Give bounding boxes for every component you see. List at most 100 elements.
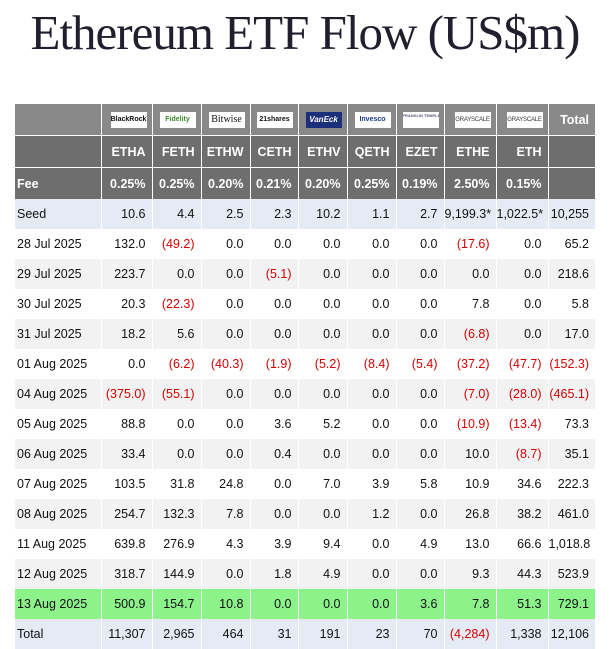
row-label: 13 Aug 2025	[15, 589, 102, 619]
table-row: 31 Jul 2025 18.2 5.6 0.0 0.0 0.0 0.0 0.0 (6.8) 0.…	[15, 319, 595, 349]
flow-cell: (55.1)	[152, 379, 202, 409]
flow-cell: (37.2)	[444, 349, 497, 379]
flow-cell: 7.0	[298, 469, 348, 499]
flow-cell: 0.0	[347, 319, 397, 349]
issuer-logo-cell: Fidelity	[152, 104, 202, 136]
flow-cell: 70	[396, 619, 445, 649]
flow-cell: 5.8	[396, 469, 445, 499]
flow-cell: (13.4)	[496, 409, 549, 439]
flow-cell: (5.1)	[250, 259, 299, 289]
flow-cell: 0.0	[298, 229, 348, 259]
flow-cell: (8.4)	[347, 349, 397, 379]
flow-cell: 223.7	[101, 259, 153, 289]
fee-cell: 0.25%	[347, 167, 397, 199]
row-label: 06 Aug 2025	[15, 439, 102, 469]
flow-cell: (49.2)	[152, 229, 202, 259]
issuer-logo: Bitwise	[208, 111, 245, 128]
flow-cell: (17.6)	[444, 229, 497, 259]
flow-cell: 0.0	[347, 229, 397, 259]
flow-cell: 5.6	[152, 319, 202, 349]
table-row: 06 Aug 2025 33.4 0.0 0.0 0.4 0.0 0.0 0.0 10.0 (8.…	[15, 439, 595, 469]
etf-flow-table: BlackRock Fidelity Bitwise 21shares VanEck In…	[15, 104, 595, 649]
flow-cell: 0.0	[201, 379, 251, 409]
flow-cell: 9.4	[298, 529, 348, 559]
ticker-header: ETHA	[101, 135, 153, 168]
flow-cell: 3.9	[250, 529, 299, 559]
row-total-cell: 12,106	[548, 619, 595, 649]
fee-cell: 2.50%	[444, 167, 497, 199]
flow-cell: 0.0	[347, 589, 397, 619]
table-row: 07 Aug 2025 103.5 31.8 24.8 0.0 7.0 3.9 5.8 10.9…	[15, 469, 595, 499]
flow-cell: 31.8	[152, 469, 202, 499]
flow-cell: (5.4)	[396, 349, 445, 379]
ticker-header: ETHV	[298, 135, 348, 168]
flow-cell: 0.0	[201, 559, 251, 589]
flow-cell: 0.0	[250, 499, 299, 529]
fee-cell: 0.25%	[101, 167, 153, 199]
flow-cell: 34.6	[496, 469, 549, 499]
flow-cell: 5.2	[298, 409, 348, 439]
fee-cell: 0.19%	[396, 167, 445, 199]
issuer-logo-cell: Invesco	[347, 104, 397, 136]
flow-cell: 0.0	[201, 259, 251, 289]
ticker-row: ETHA FETH ETHW CETH ETHV QETH EZET ETHE ETH	[15, 135, 595, 168]
flow-cell: 10.2	[298, 199, 348, 229]
flow-cell: 4.3	[201, 529, 251, 559]
flow-cell: 2.3	[250, 199, 299, 229]
flow-cell: 1,022.5*	[496, 199, 549, 229]
flow-cell: 0.0	[396, 439, 445, 469]
flow-cell: 191	[298, 619, 348, 649]
flow-cell: 0.0	[396, 229, 445, 259]
table-row: 11 Aug 2025 639.8 276.9 4.3 3.9 9.4 0.0 4.9 13.0…	[15, 529, 595, 559]
flow-cell: 24.8	[201, 469, 251, 499]
flow-cell: 0.0	[347, 529, 397, 559]
flow-cell: 0.0	[250, 229, 299, 259]
table-row: 05 Aug 2025 88.8 0.0 0.0 3.6 5.2 0.0 0.0 (10.9)(…	[15, 409, 595, 439]
flow-cell: 0.0	[201, 289, 251, 319]
table-row: 12 Aug 2025 318.7 144.9 0.0 1.8 4.9 0.0 0.0 9.3 4…	[15, 559, 595, 589]
flow-cell: 0.0	[201, 229, 251, 259]
row-total-cell: 35.1	[548, 439, 595, 469]
flow-cell: 0.0	[298, 439, 348, 469]
fee-total-cell	[548, 167, 595, 199]
issuer-logo-row: BlackRock Fidelity Bitwise 21shares VanEck In…	[15, 104, 595, 136]
flow-cell: 66.6	[496, 529, 549, 559]
row-total-cell: 73.3	[548, 409, 595, 439]
flow-cell: 0.0	[298, 589, 348, 619]
row-label: 12 Aug 2025	[15, 559, 102, 589]
row-total-cell: 461.0	[548, 499, 595, 529]
row-label: 29 Jul 2025	[15, 259, 102, 289]
flow-cell: 0.0	[396, 259, 445, 289]
flow-cell: 0.0	[444, 259, 497, 289]
flow-cell: 18.2	[101, 319, 153, 349]
flow-cell: 0.0	[298, 289, 348, 319]
row-label: 04 Aug 2025	[15, 379, 102, 409]
flow-cell: (22.3)	[152, 289, 202, 319]
ticker-header: ETHW	[201, 135, 251, 168]
issuer-logo-cell: BlackRock	[101, 104, 153, 136]
flow-cell: 1.1	[347, 199, 397, 229]
row-total-cell: 10,255	[548, 199, 595, 229]
issuer-logo-cell: GRAYSCALE	[444, 104, 497, 136]
row-total-cell: 17.0	[548, 319, 595, 349]
flow-cell: 0.0	[347, 379, 397, 409]
flow-cell: (47.7)	[496, 349, 549, 379]
row-total-cell: 218.6	[548, 259, 595, 289]
issuer-logo-cell: 21shares	[250, 104, 299, 136]
issuer-logo-cell: Bitwise	[201, 104, 251, 136]
flow-cell: 0.0	[396, 319, 445, 349]
flow-cell: 0.0	[396, 559, 445, 589]
page-title: Ethereum ETF Flow (US$m)	[30, 5, 581, 60]
flow-cell: 10.9	[444, 469, 497, 499]
flow-cell: 7.8	[444, 589, 497, 619]
flow-cell: 0.0	[250, 289, 299, 319]
issuer-logo: 21shares	[256, 111, 293, 128]
flow-cell: (28.0)	[496, 379, 549, 409]
issuer-logo: BlackRock	[110, 111, 147, 128]
flow-cell: (4,284)	[444, 619, 497, 649]
row-total-cell: 65.2	[548, 229, 595, 259]
flow-cell: 3.9	[347, 469, 397, 499]
fee-cell: 0.25%	[152, 167, 202, 199]
flow-cell: 88.8	[101, 409, 153, 439]
flow-cell: 500.9	[101, 589, 153, 619]
